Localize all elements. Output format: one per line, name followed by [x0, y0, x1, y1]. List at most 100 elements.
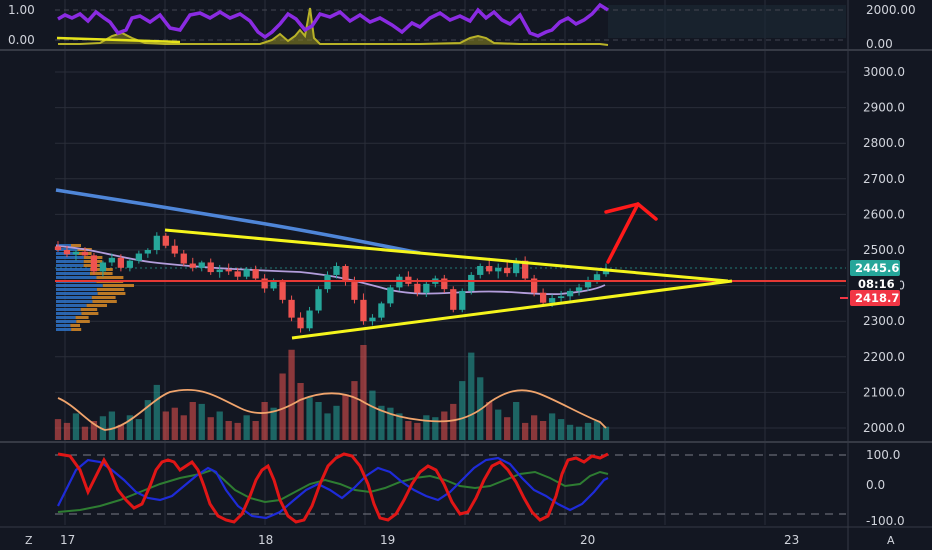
candle [387, 284, 394, 307]
candle-body [324, 274, 331, 290]
candle-body [369, 317, 376, 322]
volume-bar [270, 407, 277, 440]
volume-bar [450, 403, 457, 440]
candle [90, 252, 98, 275]
candle-body [198, 262, 205, 268]
candle [99, 260, 107, 277]
candle [575, 283, 583, 296]
volume-bar [63, 422, 71, 440]
x-tick-23: 23 [784, 533, 799, 547]
x-tick-20: 20 [580, 533, 595, 547]
red-breakout-arrow [604, 202, 658, 264]
y-tick-label: 2500.0 [863, 243, 905, 257]
volume-bar [486, 402, 493, 440]
volume-bar [81, 426, 89, 440]
candle [288, 295, 295, 322]
candle-body [153, 235, 160, 250]
candle-body [297, 317, 304, 329]
volume-profile-bar [89, 272, 113, 275]
pivot-price-badge [850, 290, 900, 306]
timezone-icon[interactable]: Z [25, 534, 33, 547]
volume-moving-average [57, 388, 607, 431]
volume-profile-bar [75, 316, 89, 319]
volume-profile-bar [102, 284, 134, 287]
volume-bar [405, 421, 412, 440]
candle-body [459, 290, 466, 310]
candle-body [117, 257, 125, 268]
volume-profile-bar [56, 272, 90, 275]
oscillator-axis[interactable]: 100.0 0.0 -100.0 [866, 448, 905, 528]
volume-bar [396, 413, 403, 440]
candle [180, 250, 187, 267]
y-tick-label: 2000.0 [863, 421, 905, 435]
candle-body [270, 282, 277, 289]
candle-body [234, 271, 241, 277]
candle-body [575, 287, 583, 291]
y-tick-label: 2700.0 [863, 172, 905, 186]
volume-profile-bar [56, 312, 82, 315]
candle-body [63, 250, 71, 255]
volume-bar [135, 419, 142, 440]
volume-profile-bar [56, 268, 91, 271]
pivot-price-badge-text: 2418.7 [855, 291, 899, 305]
candle-body [495, 267, 502, 272]
candle [297, 312, 304, 333]
candle-body [171, 245, 178, 254]
volume-bar [548, 413, 556, 440]
candle-body [333, 266, 340, 275]
candle-body [306, 310, 313, 329]
candle [279, 279, 286, 304]
candle [333, 262, 340, 279]
candle [306, 306, 313, 332]
volume-bar [279, 373, 286, 440]
x-tick-18: 18 [258, 533, 273, 547]
osc-green-line [57, 468, 609, 513]
candle-body [468, 274, 475, 291]
oscillator-tick-label: -100.0 [866, 514, 905, 528]
top-purple-line [57, 2, 609, 40]
volume-profile-bar [56, 260, 84, 263]
volume-profile-bar [56, 276, 97, 279]
volume-profile-bar [56, 308, 81, 311]
candle [162, 232, 169, 249]
candle-body [72, 251, 80, 255]
candle [584, 276, 592, 291]
candle-body [351, 282, 358, 300]
price-axis[interactable]: 3000.02900.02800.02700.02600.02500.02400… [863, 3, 916, 435]
volume-bar [180, 415, 187, 440]
volume-bar [530, 415, 538, 440]
candle-body [522, 260, 529, 279]
candle-body [342, 266, 349, 283]
auto-scale-icon[interactable]: A [887, 534, 895, 547]
volume-bar [171, 407, 178, 440]
volume-bar [252, 421, 259, 440]
volume-profile-bar [96, 288, 125, 291]
candle-body [162, 235, 169, 246]
volume-bar [234, 422, 241, 440]
volume-bar [198, 403, 205, 440]
top-right-tick-label: 2000.00 [866, 3, 916, 17]
volume-bar [342, 394, 349, 440]
volume-bar [539, 421, 547, 440]
volume-profile-bar [96, 276, 124, 279]
oscillator-panel [55, 452, 846, 524]
candle-body [486, 266, 493, 272]
volume-bar [387, 407, 394, 440]
y-tick-label: 2200.0 [863, 350, 905, 364]
last-price-badge-text: 2445.6 [855, 261, 899, 275]
time-axis[interactable]: 17 18 19 20 23 Z A [25, 533, 895, 547]
volume-bar [441, 411, 448, 440]
candle-body [54, 246, 62, 250]
triangle-upper-trendline [164, 228, 729, 283]
volume-profile-bar [56, 288, 97, 291]
candle [153, 232, 160, 255]
candle-body [279, 282, 286, 300]
volume-profile-bar [71, 328, 82, 331]
volume-profile-bar [76, 320, 90, 323]
volume-bar [324, 413, 331, 440]
candle-body [593, 274, 601, 281]
top-right-tick-label: 0.00 [866, 37, 893, 51]
volume-bar [288, 349, 295, 440]
x-tick-19: 19 [380, 533, 395, 547]
